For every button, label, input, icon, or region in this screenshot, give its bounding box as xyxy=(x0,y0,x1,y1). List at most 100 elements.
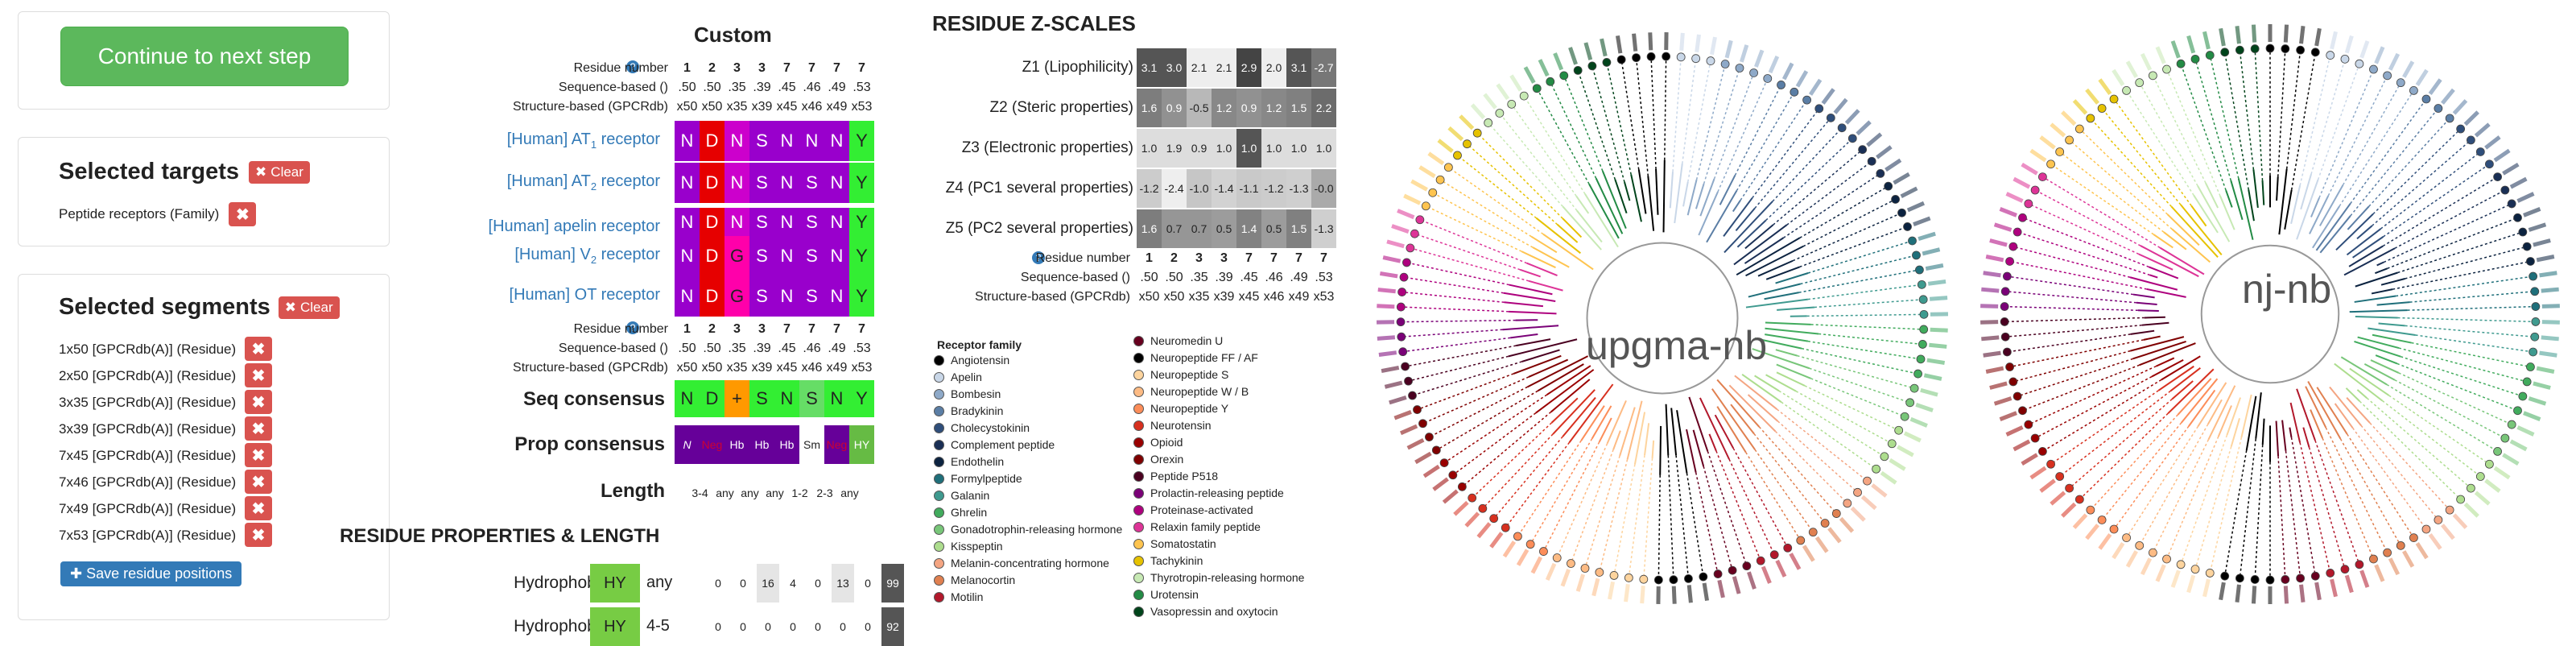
legend-item: Proteinase-activated xyxy=(1133,503,1253,516)
tree-leaf-label-mark xyxy=(1378,290,1396,292)
legend-dot xyxy=(934,541,944,552)
tree-leaf-label-mark xyxy=(2542,322,2560,323)
prop-consensus-cell: N xyxy=(675,425,700,464)
tree-leaf-node xyxy=(1770,551,1778,559)
tree-leaf-label-mark xyxy=(1380,273,1397,275)
remove-segment-button[interactable]: ✖ xyxy=(245,363,272,387)
tree-branch xyxy=(2355,296,2396,302)
legend-item: Neuropeptide S xyxy=(1133,368,1228,381)
legend-dot xyxy=(1133,590,1144,600)
tree-leaf-label-mark xyxy=(2475,124,2489,135)
zscale-cell: -1.2 xyxy=(1137,169,1162,208)
tree-leaf-label-mark xyxy=(2332,579,2336,596)
residue-cell: S xyxy=(749,236,774,276)
tree-leaf-label-mark xyxy=(1913,218,1930,225)
legend-item: Angiotensin xyxy=(934,354,1009,366)
receptor-label[interactable]: [Human] OT receptor xyxy=(370,286,660,304)
tree-leaf-node xyxy=(2221,572,2229,580)
tree-leaf-label-mark xyxy=(1377,306,1394,307)
residue-cell: S xyxy=(749,208,774,236)
position-seq: .46 xyxy=(799,342,824,356)
tree-leaf-node xyxy=(1707,57,1715,65)
zscale-cell: -0.0 xyxy=(1311,169,1336,208)
tree-leaf-node xyxy=(2191,565,2199,574)
tree-leaf-label-mark xyxy=(1554,53,1561,69)
zscale-cell: 2.1 xyxy=(1187,48,1212,87)
remove-segment-button[interactable]: ✖ xyxy=(245,523,272,547)
tree-leaf-node xyxy=(1854,488,1862,496)
tree-leaf-node xyxy=(1901,412,1909,420)
tree-branch xyxy=(1529,281,1563,291)
position-struct: x50 xyxy=(675,361,700,375)
position-struct: x53 xyxy=(1311,290,1336,304)
tree-branch xyxy=(2289,428,2291,437)
tree-leaf-node xyxy=(2341,55,2349,63)
remove-segment-button[interactable]: ✖ xyxy=(245,443,272,467)
tree-leaf-node xyxy=(1574,66,1582,74)
continue-button[interactable]: Continue to next step xyxy=(60,27,349,86)
tree-leaf-label-mark xyxy=(2189,36,2194,53)
property-value: 99 xyxy=(881,564,904,603)
tree-leaf-node xyxy=(1449,471,1457,479)
legend-dot xyxy=(934,440,944,450)
save-positions-button[interactable]: ✚ Save residue positions xyxy=(60,561,242,586)
residue-cell: G xyxy=(724,236,749,276)
tree-leaf-node xyxy=(1610,571,1618,579)
position-seq: .50 xyxy=(675,342,700,356)
remove-segment-button[interactable]: ✖ xyxy=(245,337,272,361)
zscale-cell: 1.6 xyxy=(1137,209,1162,248)
legend-dot xyxy=(1133,437,1144,448)
tree-branch xyxy=(2308,382,2340,439)
receptor-label[interactable]: [Human] AT1 receptor xyxy=(370,130,660,151)
tree-branch xyxy=(2291,185,2300,224)
tree-leaf-node xyxy=(2409,86,2417,94)
receptor-name: [Human] AT xyxy=(507,130,591,148)
tree-leaf-node xyxy=(1885,182,1893,190)
clear-targets-button[interactable]: ✖Clear xyxy=(249,161,310,184)
legend-item: Urotensin xyxy=(1133,588,1199,601)
tree-leaf-node xyxy=(1402,259,1410,267)
tree-leaf-node xyxy=(2163,555,2171,563)
tree-leaf-label-mark xyxy=(2465,112,2478,124)
tree-leaf-connector xyxy=(2102,109,2181,205)
tree-branch xyxy=(1700,179,1714,216)
receptor-label[interactable]: [Human] AT2 receptor xyxy=(370,172,660,193)
position-seq: .53 xyxy=(849,81,874,95)
tree-leaf-label-mark xyxy=(1594,578,1598,595)
position-seq: .45 xyxy=(1236,271,1261,285)
property-value: 0 xyxy=(782,607,804,646)
remove-segment-button[interactable]: ✖ xyxy=(245,470,272,494)
tree-branch xyxy=(1715,415,1734,448)
tree-leaf-label-mark xyxy=(1563,569,1569,586)
tree-leaf-connector xyxy=(2340,439,2401,546)
tree-leaf-node xyxy=(1803,96,1811,104)
zscale-cell: 0.9 xyxy=(1236,89,1261,127)
zscale-cell: 1.4 xyxy=(1236,209,1261,248)
remove-segment-button[interactable]: ✖ xyxy=(245,496,272,520)
tree-leaf-connector xyxy=(2311,59,2345,174)
tree-leaf-label-mark xyxy=(1626,584,1629,602)
tree-leaf-label-mark xyxy=(2000,209,2017,215)
tree-branch xyxy=(2256,392,2261,439)
tree-leaf-node xyxy=(2355,561,2363,569)
position-numbers: 7 xyxy=(824,61,849,76)
tree-branch xyxy=(1521,251,1555,267)
tree-leaf-connector xyxy=(1402,292,1505,303)
tree-leaf-node xyxy=(1912,251,1920,259)
remove-segment-button[interactable]: ✖ xyxy=(245,416,272,441)
tree-leaf-connector xyxy=(2412,343,2531,367)
receptor-label[interactable]: [Human] V2 receptor xyxy=(370,246,660,266)
remove-segment-button[interactable]: ✖ xyxy=(245,390,272,414)
remove-target-button[interactable]: ✖ xyxy=(229,202,256,226)
tree-leaf-connector xyxy=(1614,464,1635,575)
tree-leaf-connector xyxy=(1746,453,1801,540)
tree-leaf-label-mark xyxy=(2157,565,2165,581)
property-value: 0 xyxy=(707,564,729,603)
zscale-label: Z5 (PC2 several properties) xyxy=(860,220,1133,238)
tree-leaf-connector xyxy=(2383,177,2497,246)
receptor-label[interactable]: [Human] apelin receptor xyxy=(370,217,660,236)
tree-leaf-node xyxy=(1425,433,1433,441)
zscale-cell: 1.0 xyxy=(1236,129,1261,168)
tree-leaf-connector xyxy=(2310,447,2345,569)
tree-leaf-node xyxy=(2519,228,2527,236)
